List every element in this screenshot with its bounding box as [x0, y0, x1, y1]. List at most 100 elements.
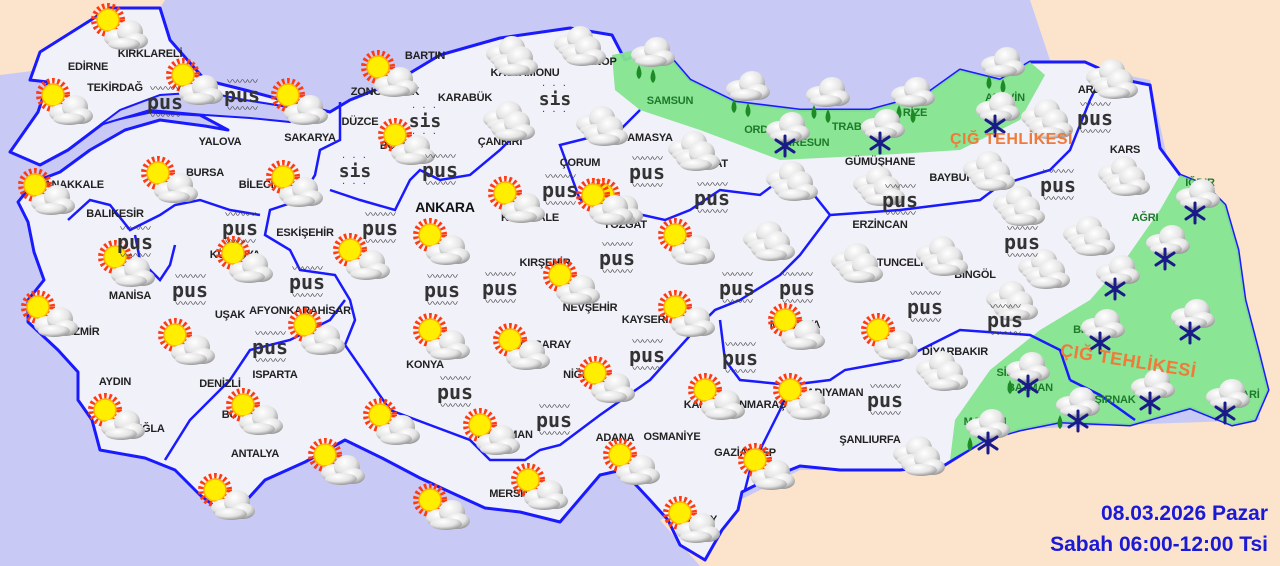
- haze-icon: 〰〰〰 pus 〰〰〰: [721, 338, 759, 378]
- city-label: NEVŞEHİR: [562, 302, 618, 314]
- fog-label: sis: [408, 111, 442, 132]
- cloudy-icon: [915, 347, 965, 393]
- partly-cloudy-icon: [307, 437, 357, 483]
- partly-cloudy-icon: [737, 442, 787, 488]
- cloudy-icon: [667, 127, 717, 173]
- cloudy-icon: [575, 102, 625, 148]
- haze-icon: 〰〰〰 pus 〰〰〰: [986, 300, 1024, 340]
- cloudy-icon: [553, 22, 603, 68]
- haze-label: pus: [1076, 106, 1114, 130]
- cloudy-icon: [485, 32, 535, 78]
- partly-cloudy-icon: [225, 387, 275, 433]
- cloudy-icon: [742, 217, 792, 263]
- city-label: BARTIN: [404, 50, 446, 62]
- partly-cloudy-icon: [767, 302, 817, 348]
- partly-cloudy-icon: [35, 77, 85, 123]
- city-label: ŞANLIURFA: [839, 434, 901, 446]
- partly-cloudy-icon: [662, 495, 712, 541]
- forecast-period: Sabah 06:00-12:00 Tsi: [1050, 533, 1268, 556]
- city-label: AMASYA: [627, 132, 673, 144]
- snow-icon: [1090, 255, 1140, 301]
- haze-icon: 〰〰〰 pus 〰〰〰: [361, 208, 399, 248]
- haze-icon: 〰〰〰 pus 〰〰〰: [146, 82, 184, 122]
- snow-icon: [855, 109, 905, 155]
- haze-icon: 〰〰〰 pus 〰〰〰: [288, 262, 326, 302]
- haze-icon: 〰〰〰 pus 〰〰〰: [421, 150, 459, 190]
- city-label: ESKİŞEHİR: [276, 227, 334, 239]
- city-label: SAMSUN: [646, 95, 694, 107]
- city-label: KARABÜK: [437, 92, 493, 104]
- cloudy-icon: [915, 232, 965, 278]
- city-label: AYDIN: [98, 376, 132, 388]
- rain-icon: [720, 69, 770, 115]
- haze-label: pus: [541, 178, 579, 202]
- partly-cloudy-icon: [412, 312, 462, 358]
- rain-icon: [625, 35, 675, 81]
- haze-label: pus: [628, 343, 666, 367]
- haze-icon: 〰〰〰 pus 〰〰〰: [881, 180, 919, 220]
- rain-snow-icon: [960, 409, 1010, 455]
- haze-icon: 〰〰〰 pus 〰〰〰: [436, 372, 474, 412]
- city-label: TUNCELİ: [876, 257, 924, 269]
- forecast-date: 08.03.2026 Pazar: [1101, 502, 1268, 525]
- partly-cloudy-icon: [87, 392, 137, 438]
- cloudy-icon: [1062, 212, 1112, 258]
- partly-cloudy-icon: [510, 462, 560, 508]
- haze-label: pus: [866, 388, 904, 412]
- haze-icon: 〰〰〰 pus 〰〰〰: [251, 327, 289, 367]
- rain-snow-icon: [1000, 352, 1050, 398]
- haze-label: pus: [778, 276, 816, 300]
- city-label: ISPARTA: [252, 369, 298, 381]
- haze-label: pus: [881, 188, 919, 212]
- city-label: KARS: [1109, 144, 1141, 156]
- city-label: DENİZLİ: [199, 378, 241, 390]
- haze-icon: 〰〰〰 pus 〰〰〰: [628, 335, 666, 375]
- haze-label: pus: [721, 346, 759, 370]
- haze-label: pus: [421, 158, 459, 182]
- partly-cloudy-icon: [412, 482, 462, 528]
- cloudy-icon: [1097, 152, 1147, 198]
- city-label: YALOVA: [198, 136, 242, 148]
- snow-icon: [1170, 179, 1220, 225]
- haze-icon: 〰〰〰 pus 〰〰〰: [598, 238, 636, 278]
- haze-label: pus: [171, 278, 209, 302]
- haze-icon: 〰〰〰 pus 〰〰〰: [718, 268, 756, 308]
- city-label: KIRKLARELİ: [117, 48, 183, 60]
- partly-cloudy-icon: [20, 289, 70, 335]
- haze-label: pus: [986, 308, 1024, 332]
- fog-label: sis: [538, 89, 572, 110]
- haze-label: pus: [598, 246, 636, 270]
- haze-icon: 〰〰〰 pus 〰〰〰: [423, 270, 461, 310]
- snow-icon: [1165, 299, 1215, 345]
- city-label: ANTALYA: [230, 448, 280, 460]
- snow-icon: [760, 112, 810, 158]
- partly-cloudy-icon: [157, 317, 207, 363]
- haze-label: pus: [423, 278, 461, 302]
- city-label: KAYSERİ: [621, 314, 669, 326]
- city-label: TEKİRDAĞ: [87, 82, 143, 94]
- city-label: MANİSA: [108, 290, 152, 302]
- avalanche-warning-label: ÇIĞ TEHLİKESİ: [950, 131, 1073, 148]
- cloudy-icon: [892, 432, 942, 478]
- snow-icon: [1140, 225, 1190, 271]
- haze-label: pus: [361, 216, 399, 240]
- partly-cloudy-icon: [90, 2, 140, 48]
- city-label: GÜMÜŞHANE: [844, 156, 916, 168]
- city-label: SAKARYA: [284, 132, 336, 144]
- cloudy-icon: [482, 97, 532, 143]
- partly-cloudy-icon: [270, 77, 320, 123]
- haze-label: pus: [1039, 173, 1077, 197]
- haze-icon: 〰〰〰 pus 〰〰〰: [1076, 98, 1114, 138]
- partly-cloudy-icon: [687, 372, 737, 418]
- haze-icon: 〰〰〰 pus 〰〰〰: [481, 268, 519, 308]
- haze-label: pus: [288, 270, 326, 294]
- partly-cloudy-icon: [462, 407, 512, 453]
- cloudy-icon: [830, 239, 880, 285]
- city-label: ŞIRNAK: [1094, 394, 1136, 406]
- partly-cloudy-icon: [575, 177, 625, 223]
- haze-label: pus: [906, 295, 944, 319]
- haze-icon: 〰〰〰 pus 〰〰〰: [535, 400, 573, 440]
- haze-label: pus: [535, 408, 573, 432]
- city-label: KONYA: [406, 359, 444, 371]
- haze-label: pus: [718, 276, 756, 300]
